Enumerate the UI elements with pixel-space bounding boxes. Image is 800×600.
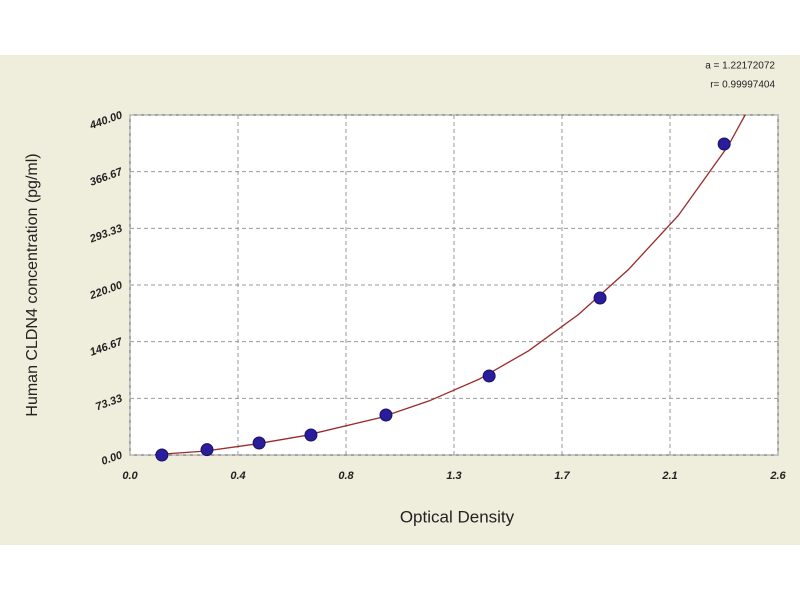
x-tick-label: 0.8 [338, 470, 354, 482]
x-tick-label: 1.3 [446, 470, 461, 482]
data-point [252, 436, 266, 450]
x-tick-label: 0.0 [122, 470, 138, 482]
fit-correlation: r= 0.99997404 [710, 80, 775, 91]
y-axis-label: Human CLDN4 concentration (pg/ml) [24, 153, 41, 416]
data-point [304, 428, 318, 442]
x-tick-label: 0.4 [230, 470, 245, 482]
data-point [717, 137, 731, 151]
data-point [593, 291, 607, 305]
x-tick-label: 1.7 [554, 470, 570, 482]
data-point [379, 408, 393, 422]
x-tick-label: 2.6 [769, 470, 786, 482]
data-point [482, 369, 496, 383]
x-tick-label: 2.1 [661, 470, 677, 482]
data-point [200, 443, 214, 457]
data-point [155, 448, 169, 462]
x-axis-label: Optical Density [400, 507, 515, 526]
fit-parameter: a = 1.22172072 [705, 61, 775, 72]
